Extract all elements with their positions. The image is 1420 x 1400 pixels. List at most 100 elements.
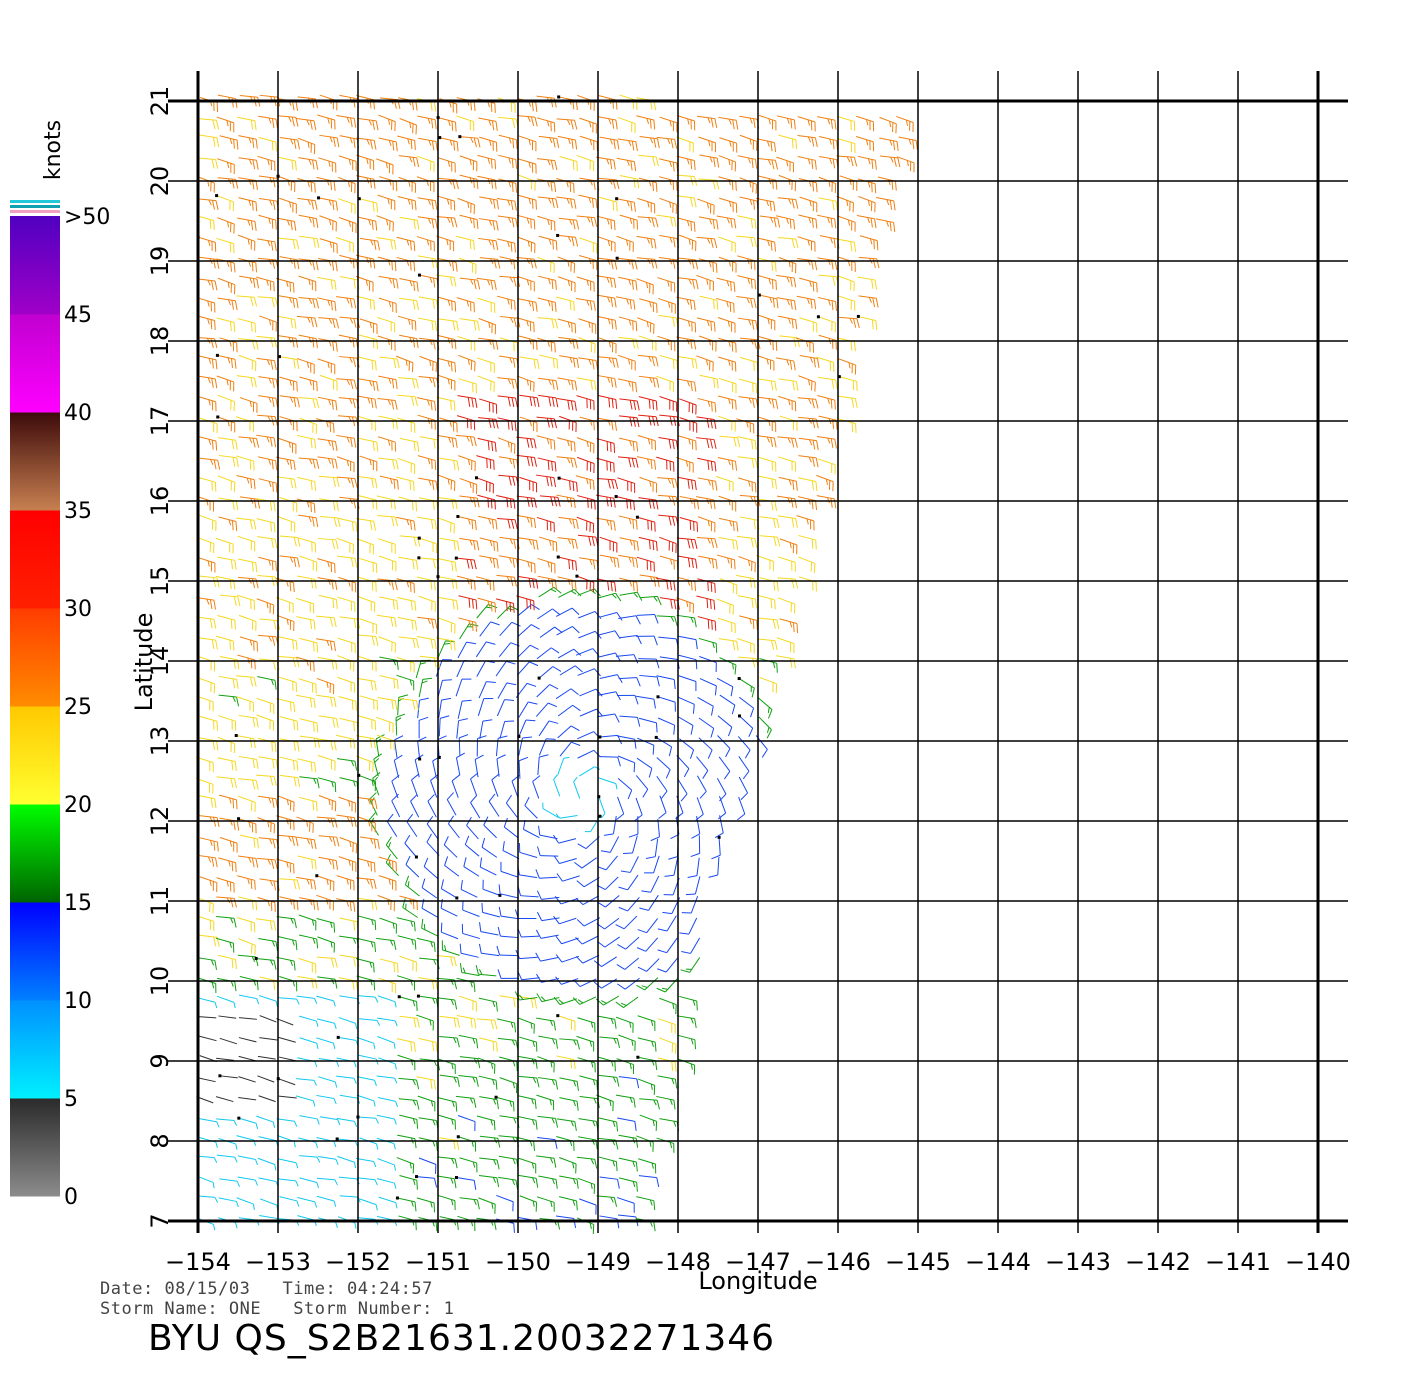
wind-barb xyxy=(337,676,355,693)
wind-barb xyxy=(736,235,758,248)
wind-barb xyxy=(417,197,438,211)
wind-barb xyxy=(238,558,258,573)
rain-flag xyxy=(656,695,660,699)
wind-barb xyxy=(516,257,537,269)
wind-barb xyxy=(436,977,458,990)
wind-barb xyxy=(316,1018,337,1030)
wind-barb xyxy=(636,937,659,952)
wind-barb xyxy=(198,198,219,211)
wind-barb xyxy=(356,1076,377,1086)
wind-barb xyxy=(599,756,621,767)
wind-barb xyxy=(379,176,398,192)
wind-barb xyxy=(439,537,460,551)
wind-barb xyxy=(198,118,220,130)
wind-barb xyxy=(219,337,238,353)
wind-barb xyxy=(639,476,658,493)
wind-barb xyxy=(496,1194,514,1212)
wind-barb xyxy=(718,236,736,253)
wind-barb xyxy=(638,658,660,669)
wind-barb xyxy=(575,935,599,945)
wind-barb xyxy=(438,715,450,737)
wind-barb xyxy=(358,1198,378,1211)
rain-flag xyxy=(475,476,479,480)
wind-barb xyxy=(576,437,595,454)
wind-barb xyxy=(676,195,697,208)
wind-barb xyxy=(459,155,478,172)
wind-barb xyxy=(738,776,749,801)
wind-barb xyxy=(298,796,318,812)
rain-flag xyxy=(215,194,219,198)
wind-barb xyxy=(677,1058,696,1075)
wind-barb xyxy=(417,616,438,629)
wind-barb xyxy=(297,197,318,210)
wind-barb xyxy=(618,1034,636,1051)
wind-barb xyxy=(238,197,258,212)
wind-barb xyxy=(418,1137,438,1152)
wind-barb xyxy=(338,176,356,194)
wind-barb xyxy=(717,317,736,333)
wind-barb xyxy=(459,495,480,508)
wind-barb xyxy=(278,295,299,309)
wind-barb xyxy=(319,134,340,148)
wind-barb xyxy=(359,557,378,574)
wind-barb xyxy=(756,555,774,571)
wind-barb xyxy=(376,1178,397,1189)
wind-barb xyxy=(559,1077,579,1091)
wind-barb xyxy=(516,115,538,127)
wind-barb xyxy=(457,699,472,719)
wind-barb xyxy=(199,575,220,588)
wind-barb xyxy=(837,115,856,132)
wind-barb xyxy=(579,766,601,777)
wind-barb xyxy=(677,115,696,131)
wind-barb xyxy=(557,756,570,776)
wind-barb xyxy=(421,878,438,899)
wind-barb xyxy=(279,716,299,731)
wind-barb xyxy=(357,634,379,646)
wind-barb xyxy=(475,964,497,977)
wind-barb xyxy=(617,694,639,705)
wind-barb xyxy=(376,1114,397,1125)
wind-barb xyxy=(457,197,475,215)
wind-barb xyxy=(216,375,235,392)
grid-lines xyxy=(168,71,1348,1233)
wind-barb xyxy=(696,437,717,449)
wind-barb xyxy=(339,254,359,270)
wind-barb xyxy=(455,752,465,776)
wind-barb xyxy=(399,895,418,911)
wind-barb xyxy=(676,378,697,392)
wind-barb xyxy=(299,235,320,248)
wind-barb xyxy=(219,594,241,607)
wind-barb xyxy=(736,638,755,654)
wind-barb xyxy=(536,435,556,450)
wind-barb xyxy=(437,374,456,391)
x-tick-label: −143 xyxy=(1045,1248,1111,1276)
wind-barb xyxy=(556,607,580,617)
wind-barb xyxy=(579,135,598,152)
wind-barb xyxy=(659,235,680,248)
wind-barb xyxy=(679,516,699,532)
wind-barb xyxy=(576,917,601,927)
wind-barb xyxy=(358,216,378,231)
wind-barb xyxy=(356,295,375,311)
wind-barb xyxy=(597,315,617,330)
wind-barb xyxy=(217,217,235,234)
wind-barb xyxy=(198,737,219,751)
wind-barb xyxy=(256,774,277,786)
wind-barb xyxy=(316,894,334,911)
wind-barb xyxy=(819,235,840,249)
rain-flag xyxy=(456,1135,460,1139)
wind-barb xyxy=(677,317,697,333)
wind-barb xyxy=(477,154,497,170)
wind-barb xyxy=(797,135,818,148)
wind-barb xyxy=(278,636,298,651)
wind-barb xyxy=(576,876,600,888)
wind-barb xyxy=(276,1018,294,1026)
wind-barb xyxy=(215,537,234,554)
wind-barb xyxy=(237,535,256,552)
wind-barb xyxy=(316,1094,337,1105)
wind-barb xyxy=(718,155,737,172)
wind-barb xyxy=(639,1114,658,1131)
wind-barb xyxy=(577,668,601,677)
wind-barb xyxy=(455,678,472,697)
wind-barb xyxy=(536,1017,556,1031)
